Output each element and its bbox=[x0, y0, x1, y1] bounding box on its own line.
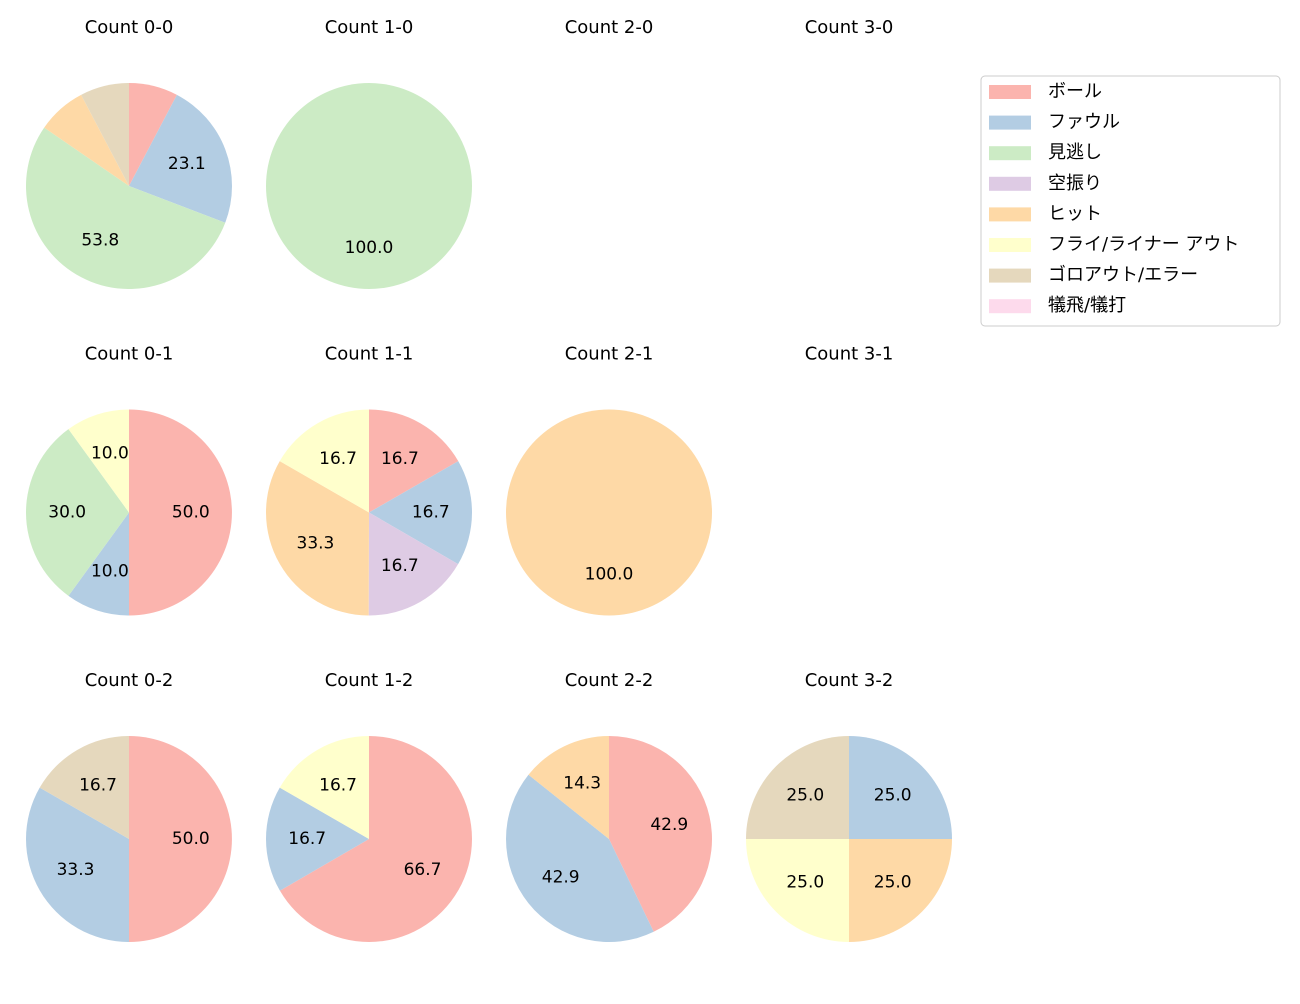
slice-label: 16.7 bbox=[79, 776, 117, 796]
pie-slice bbox=[26, 429, 130, 596]
chart-title: Count 2-1 bbox=[565, 344, 654, 365]
slice-label: 66.7 bbox=[404, 860, 442, 880]
pie-slice bbox=[849, 736, 952, 839]
slice-label: 14.3 bbox=[563, 773, 601, 793]
legend-swatch bbox=[989, 115, 1031, 130]
chart-title: Count 1-1 bbox=[325, 344, 414, 365]
chart-title: Count 0-2 bbox=[85, 670, 174, 691]
chart-title: Count 1-0 bbox=[325, 17, 414, 38]
legend-label: フライ/ライナー アウト bbox=[1048, 234, 1239, 255]
chart-title: Count 1-2 bbox=[325, 670, 414, 691]
slice-label: 25.0 bbox=[874, 785, 912, 805]
slice-label: 16.7 bbox=[381, 556, 419, 576]
slice-label: 30.0 bbox=[48, 503, 86, 523]
pie-slice bbox=[746, 839, 849, 942]
slice-label: 16.7 bbox=[381, 449, 419, 469]
slice-label: 53.8 bbox=[81, 231, 119, 251]
legend-label: 見逃し bbox=[1048, 142, 1102, 163]
slice-label: 10.0 bbox=[91, 444, 129, 464]
slice-label: 42.9 bbox=[542, 868, 580, 888]
pie-slice bbox=[369, 461, 472, 565]
chart-title: Count 0-1 bbox=[85, 344, 174, 365]
slice-label: 42.9 bbox=[650, 815, 688, 835]
pie-slice bbox=[528, 736, 609, 839]
legend-swatch bbox=[989, 299, 1031, 314]
slice-label: 23.1 bbox=[168, 154, 206, 174]
pie-slice bbox=[369, 409, 459, 513]
slice-label: 100.0 bbox=[345, 238, 394, 258]
pie-slice bbox=[44, 94, 129, 186]
chart-title: Count 3-2 bbox=[805, 670, 894, 691]
pie-slice bbox=[506, 774, 654, 942]
chart-title: Count 2-0 bbox=[565, 17, 654, 38]
pie-slice bbox=[129, 94, 233, 223]
slice-label: 25.0 bbox=[786, 873, 824, 893]
slice-label: 10.0 bbox=[91, 561, 129, 581]
pie-slice bbox=[368, 512, 459, 616]
pie-slice bbox=[279, 409, 369, 513]
legend-label: ヒット bbox=[1048, 203, 1102, 224]
chart-title: Count 3-1 bbox=[805, 344, 894, 365]
legend-label: ゴロアウト/エラー bbox=[1048, 265, 1198, 286]
slice-label: 25.0 bbox=[786, 785, 824, 805]
legend-swatch bbox=[989, 85, 1031, 99]
pie-slice bbox=[26, 127, 226, 290]
pie-slice bbox=[129, 736, 232, 942]
legend-label: ファウル bbox=[1048, 112, 1120, 133]
legend-box bbox=[980, 75, 1281, 327]
pie-slice bbox=[68, 512, 129, 616]
chart-title: Count 3-0 bbox=[805, 17, 894, 38]
legend-label: 空振り bbox=[1048, 173, 1102, 194]
slice-label: 16.7 bbox=[412, 503, 450, 523]
legend-label: 犠飛/犠打 bbox=[1048, 295, 1126, 316]
pie-slice bbox=[68, 409, 129, 513]
pie-slice bbox=[279, 736, 472, 943]
slice-label: 33.3 bbox=[57, 860, 95, 880]
pie-slice bbox=[266, 787, 369, 891]
slice-label: 16.7 bbox=[288, 829, 326, 849]
slice-label: 100.0 bbox=[585, 564, 634, 584]
legend-label: ボール bbox=[1048, 81, 1102, 102]
legend-swatch bbox=[989, 207, 1031, 222]
chart-title: Count 2-2 bbox=[565, 670, 654, 691]
slice-label: 16.7 bbox=[319, 775, 357, 795]
pie-slice bbox=[609, 736, 713, 932]
slice-label: 16.7 bbox=[319, 449, 357, 469]
slice-label: 50.0 bbox=[172, 829, 210, 849]
pie-slice bbox=[81, 83, 129, 186]
pie-slice bbox=[129, 409, 232, 616]
pie-slice bbox=[849, 839, 952, 942]
pie-slice bbox=[39, 736, 129, 839]
pie-slice bbox=[265, 461, 369, 616]
pie-slice bbox=[506, 409, 712, 616]
pie-slice bbox=[279, 736, 369, 839]
chart-title: Count 0-0 bbox=[85, 17, 174, 38]
pie-slice bbox=[26, 787, 130, 942]
slice-label: 33.3 bbox=[297, 533, 335, 553]
pie-slice bbox=[746, 736, 849, 839]
legend-swatch bbox=[989, 268, 1031, 283]
legend-swatch bbox=[989, 146, 1031, 161]
slice-label: 25.0 bbox=[874, 873, 912, 893]
slice-label: 50.0 bbox=[172, 503, 210, 523]
pie-slice bbox=[266, 83, 472, 289]
legend-swatch bbox=[989, 238, 1031, 252]
legend-swatch bbox=[989, 176, 1031, 191]
pie-slice bbox=[129, 83, 177, 186]
